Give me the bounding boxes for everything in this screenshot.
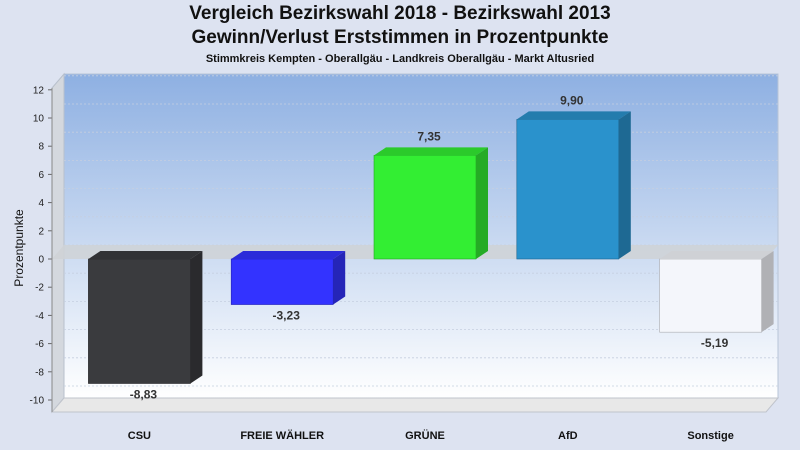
y-tick-label: 2 [38,226,44,237]
bar-top [88,251,203,259]
data-label: -3,23 [273,309,301,323]
chart-title-line2: Gewinn/Verlust Erststimmen in Prozentpun… [191,27,609,48]
y-tick-label: -4 [35,311,44,322]
bar-gr-ne [373,155,477,260]
bar-top [231,251,346,259]
y-axis-label: Prozentpunkte [12,209,26,287]
y-tick-label: 12 [33,85,45,96]
x-tick-label: CSU [128,430,151,442]
x-tick-label: GRÜNE [405,429,445,442]
data-label: -5,19 [701,336,729,350]
bar-afd [516,119,620,260]
data-label: 9,90 [560,93,584,107]
bar-top [374,147,488,156]
x-tick-label: AfD [558,430,578,442]
data-label: 7,35 [417,129,441,143]
bar-side [618,111,631,259]
bar-csu [88,258,191,384]
plot-side-wall [51,72,65,414]
data-label: -8,83 [130,388,158,402]
y-tick-label: 0 [38,255,44,266]
bar-side [333,251,346,305]
y-tick-label: -2 [35,283,44,294]
x-tick-label: Sonstige [687,430,733,442]
y-tick-label: 6 [38,170,44,181]
bar-side [190,251,203,384]
bar-top [659,251,774,259]
chart-subtitle: Stimmkreis Kempten - Oberallgäu - Landkr… [205,53,595,65]
bar-side [476,147,488,259]
bar-side [761,251,774,333]
chart-title: Vergleich Bezirkswahl 2018 - Bezirkswahl… [189,3,611,24]
y-tick-label: 10 [33,114,45,125]
bar-top [516,111,631,120]
y-tick-label: 4 [38,198,44,209]
bar-freie-w-hler [230,258,334,305]
y-tick-label: -10 [30,396,45,407]
y-tick-label: -8 [35,367,44,378]
y-tick-label: 8 [38,142,44,153]
bar-sonstige [659,258,762,333]
x-tick-label: FREIE WÄHLER [240,429,324,442]
plot-floor [50,397,780,413]
y-tick-label: -6 [35,339,44,350]
